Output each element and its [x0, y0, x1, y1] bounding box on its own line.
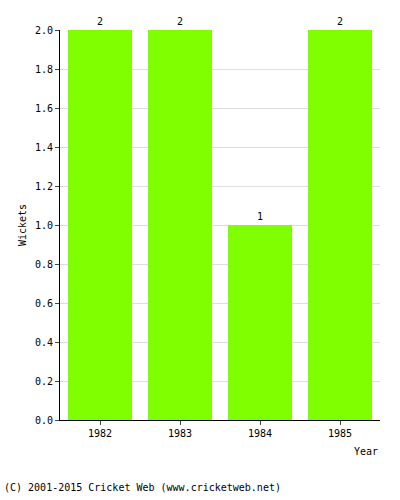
svg-text:2: 2: [337, 16, 343, 27]
svg-text:1.4: 1.4: [35, 142, 53, 153]
svg-text:0.8: 0.8: [35, 259, 53, 270]
svg-text:1.0: 1.0: [35, 220, 53, 231]
svg-text:1.8: 1.8: [35, 64, 53, 75]
svg-text:(C) 2001-2015 Cricket Web (www: (C) 2001-2015 Cricket Web (www.cricketwe…: [4, 482, 281, 493]
svg-text:Wickets: Wickets: [17, 204, 28, 246]
svg-text:1985: 1985: [328, 428, 352, 439]
svg-text:0.4: 0.4: [35, 337, 53, 348]
svg-text:0.2: 0.2: [35, 376, 53, 387]
svg-text:1983: 1983: [168, 428, 192, 439]
svg-text:1984: 1984: [248, 428, 272, 439]
svg-text:1982: 1982: [88, 428, 112, 439]
svg-text:1: 1: [257, 211, 263, 222]
svg-text:2: 2: [177, 16, 183, 27]
svg-text:Year: Year: [354, 446, 378, 457]
svg-text:2.0: 2.0: [35, 25, 53, 36]
svg-text:1.2: 1.2: [35, 181, 53, 192]
svg-text:0.0: 0.0: [35, 415, 53, 426]
svg-text:1.6: 1.6: [35, 103, 53, 114]
svg-text:0.6: 0.6: [35, 298, 53, 309]
svg-text:2: 2: [97, 16, 103, 27]
